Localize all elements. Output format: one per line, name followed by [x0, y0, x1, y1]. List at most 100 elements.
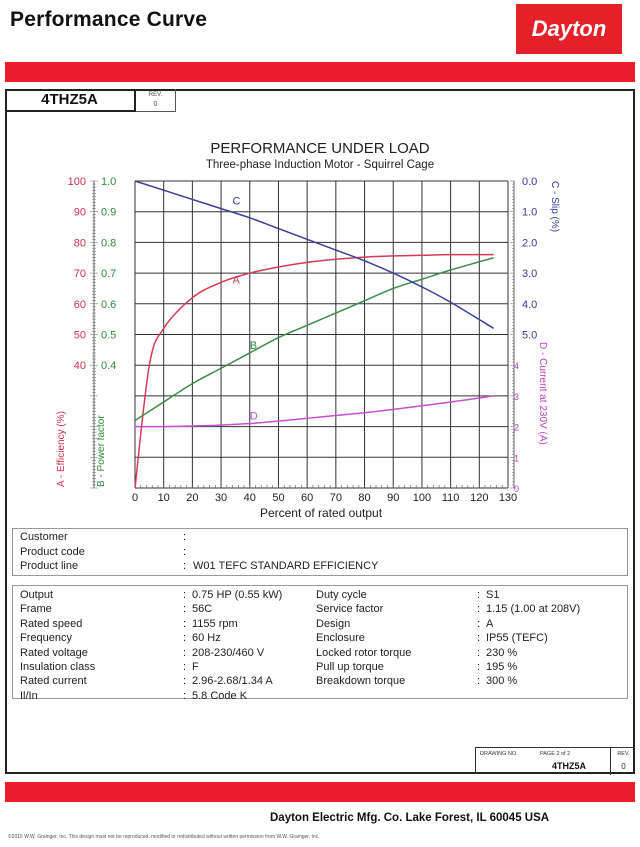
spec-value: 230 %	[486, 646, 518, 659]
spec-colon: :	[183, 675, 187, 688]
spec-label: Rated current	[20, 675, 87, 688]
svg-text:70: 70	[74, 268, 86, 280]
page-label: PAGE 2 of 2	[540, 751, 571, 757]
spec-label: Breakdown torque	[316, 675, 406, 688]
spec-colon: :	[183, 689, 187, 702]
top-red-bar	[5, 62, 635, 82]
svg-text:5.0: 5.0	[522, 330, 537, 342]
spec-value: 300 %	[486, 675, 518, 688]
spec-value: 5.8 Code K	[192, 689, 248, 702]
spec-label: Frame	[20, 603, 52, 616]
customer-info-colon: :	[183, 560, 187, 572]
svg-text:0.6: 0.6	[101, 299, 116, 311]
svg-text:4.0: 4.0	[522, 299, 537, 311]
spec-colon: :	[477, 675, 481, 688]
customer-info-colon: :	[183, 545, 187, 558]
customer-info-label: Product code	[20, 545, 85, 558]
svg-text:D - Current at 230V (A): D - Current at 230V (A)	[537, 342, 548, 445]
svg-text:130: 130	[499, 492, 517, 504]
chart-curves: A B C D	[134, 180, 495, 489]
drawing-rev-value: 0	[621, 762, 626, 771]
svg-text:A - Efficiency (%): A - Efficiency (%)	[56, 411, 67, 487]
svg-text:4: 4	[514, 361, 519, 371]
customer-info-colon: :	[183, 531, 187, 543]
customer-info-label: Customer	[20, 531, 68, 543]
svg-text:2: 2	[514, 423, 519, 433]
spec-colon: :	[477, 617, 481, 630]
svg-text:C: C	[233, 196, 241, 208]
svg-text:60: 60	[74, 299, 86, 311]
svg-text:1.0: 1.0	[101, 176, 116, 188]
curve-B	[134, 257, 494, 422]
model-number: 4THZ5A	[5, 89, 136, 112]
svg-text:90: 90	[74, 207, 86, 219]
spec-colon: :	[477, 646, 481, 659]
svg-text:B: B	[250, 340, 257, 352]
svg-text:2.0: 2.0	[522, 237, 537, 249]
chart-title: PERFORMANCE UNDER LOAD	[210, 140, 430, 157]
spec-value: 195 %	[486, 661, 518, 673]
svg-text:80: 80	[358, 492, 370, 504]
spec-colon: :	[183, 632, 187, 645]
spec-colon: :	[183, 661, 187, 673]
drawing-rev-box: REV. 0	[610, 748, 636, 775]
svg-text:0.0: 0.0	[522, 176, 537, 188]
spec-label: Il/In	[20, 689, 38, 702]
chart-grid	[134, 180, 509, 489]
page-title: Performance Curve	[10, 8, 208, 31]
svg-text:1.0: 1.0	[522, 207, 537, 219]
drawing-no-label: DRAWING NO.	[480, 751, 518, 757]
svg-text:0.5: 0.5	[101, 330, 116, 342]
spec-value: 2.96-2.68/1.34 A	[192, 675, 273, 688]
spec-colon: :	[183, 603, 187, 616]
spec-value: 208-230/460 V	[192, 646, 265, 659]
dayton-logo: Dayton	[516, 4, 622, 54]
svg-text:50: 50	[272, 492, 284, 504]
footer-copyright: ©2015 W.W. Grainger, Inc. This design mu…	[8, 834, 320, 840]
drawing-number: 4THZ5A	[552, 761, 587, 771]
spec-value: F	[192, 661, 199, 673]
spec-value: 1155 rpm	[192, 617, 238, 630]
specs-box	[12, 585, 628, 699]
customer-info-value: W01 TEFC STANDARD EFFICIENCY	[193, 560, 379, 572]
spec-colon: :	[477, 589, 481, 601]
svg-text:D: D	[250, 411, 258, 423]
svg-text:C - Slip (%): C - Slip (%)	[549, 181, 560, 232]
spec-value: 0.75 HP (0.55 kW)	[192, 589, 283, 601]
svg-text:20: 20	[186, 492, 198, 504]
spec-value: A	[486, 617, 494, 630]
spec-label: Insulation class	[20, 661, 96, 673]
spec-value: IP55 (TEFC)	[486, 632, 548, 645]
svg-text:100: 100	[68, 176, 86, 188]
svg-text:50: 50	[74, 330, 86, 342]
spec-label: Pull up torque	[316, 661, 384, 673]
spec-label: Frequency	[20, 632, 72, 645]
spec-label: Rated voltage	[20, 646, 88, 659]
spec-label: Output	[20, 589, 54, 601]
spec-label: Enclosure	[316, 632, 365, 645]
svg-text:0: 0	[514, 484, 519, 494]
spec-colon: :	[477, 632, 481, 645]
svg-text:40: 40	[244, 492, 256, 504]
svg-text:B - Power factor: B - Power factor	[96, 415, 107, 487]
svg-text:40: 40	[74, 360, 86, 372]
svg-text:120: 120	[470, 492, 488, 504]
spec-colon: :	[477, 661, 481, 673]
svg-text:0.8: 0.8	[101, 237, 116, 249]
spec-label: Rated speed	[20, 617, 83, 630]
svg-text:0.4: 0.4	[101, 360, 116, 372]
svg-text:0.7: 0.7	[101, 268, 116, 280]
curve-A	[134, 253, 494, 489]
x-axis-label: Percent of rated output	[259, 506, 383, 520]
svg-text:90: 90	[387, 492, 399, 504]
spec-value: S1	[486, 589, 500, 601]
spec-colon: :	[183, 646, 187, 659]
spec-value: 56C	[192, 603, 213, 616]
chart-subtitle: Three-phase Induction Motor - Squirrel C…	[205, 159, 435, 171]
spec-label: Duty cycle	[316, 589, 367, 601]
rev-value: 0	[153, 101, 158, 108]
spec-colon: :	[183, 617, 187, 630]
svg-text:80: 80	[74, 237, 86, 249]
svg-text:30: 30	[215, 492, 227, 504]
curve-D	[135, 395, 494, 428]
